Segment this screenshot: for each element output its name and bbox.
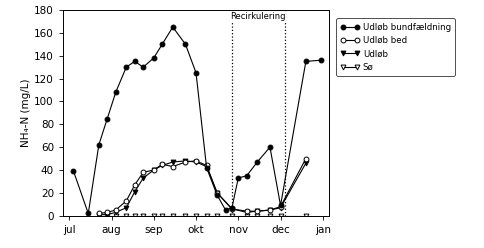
Sø: [214, 214, 220, 217]
Udløb: [182, 159, 188, 162]
Udløb bundfældning: [159, 43, 165, 46]
Udløb bundfældning: [267, 146, 273, 149]
Udløb bundfældning: [170, 26, 176, 29]
Udløb bundfældning: [303, 60, 309, 63]
Udløb: [151, 169, 157, 172]
Udløb bundfældning: [132, 60, 137, 63]
Udløb bed: [267, 209, 273, 212]
Sø: [204, 214, 210, 217]
Sø: [244, 214, 250, 217]
Udløb bed: [278, 205, 284, 208]
Udløb: [123, 206, 129, 209]
Udløb bed: [214, 191, 220, 194]
Udløb: [204, 165, 210, 168]
Udløb bed: [182, 160, 188, 163]
Udløb bundfældning: [193, 71, 199, 74]
Udløb: [105, 213, 110, 216]
Udløb bed: [105, 211, 110, 214]
Udløb bundfældning: [235, 177, 241, 180]
Udløb bundfældning: [244, 174, 250, 177]
Sø: [255, 214, 260, 217]
Sø: [96, 214, 102, 217]
Udløb bundfældning: [204, 166, 210, 169]
Udløb: [170, 160, 176, 163]
Udløb bundfældning: [278, 204, 284, 207]
Sø: [151, 214, 157, 217]
Udløb: [193, 160, 199, 163]
Sø: [123, 214, 129, 217]
Udløb bundfældning: [151, 57, 157, 60]
Udløb: [96, 213, 102, 216]
Udløb bundfældning: [85, 212, 91, 215]
Udløb bundfældning: [105, 117, 110, 120]
Udløb bed: [113, 209, 119, 212]
Udløb bundfældning: [214, 194, 220, 197]
Udløb bed: [140, 171, 146, 174]
Udløb bundfældning: [229, 206, 235, 209]
Line: Udløb bundfældning: Udløb bundfældning: [71, 25, 323, 216]
Sø: [303, 214, 309, 217]
Udløb bundfældning: [140, 66, 146, 69]
Udløb bed: [96, 212, 102, 215]
Udløb bed: [170, 165, 176, 168]
Sø: [132, 214, 137, 217]
Sø: [229, 214, 235, 217]
Udløb bed: [151, 169, 157, 172]
Udløb bundfældning: [223, 209, 228, 212]
Sø: [159, 214, 165, 217]
Sø: [105, 214, 110, 217]
Udløb bed: [255, 210, 260, 213]
Udløb bed: [204, 164, 210, 167]
Sø: [113, 214, 119, 217]
Udløb bundfældning: [318, 59, 324, 62]
Udløb bundfældning: [113, 91, 119, 94]
Udløb bed: [132, 184, 137, 186]
Udløb: [229, 207, 235, 210]
Udløb bed: [303, 157, 309, 160]
Text: Recirkulering: Recirkulering: [230, 12, 286, 21]
Udløb: [244, 211, 250, 214]
Line: Udløb: Udløb: [96, 158, 308, 217]
Sø: [193, 214, 199, 217]
Sø: [170, 214, 176, 217]
Sø: [267, 214, 273, 217]
Udløb: [140, 177, 146, 180]
Udløb: [113, 211, 119, 214]
Udløb: [278, 206, 284, 209]
Sø: [182, 214, 188, 217]
Udløb: [255, 210, 260, 213]
Udløb bed: [159, 163, 165, 166]
Udløb bed: [123, 199, 129, 202]
Udløb bundfældning: [182, 43, 188, 46]
Line: Udløb bed: Udløb bed: [96, 156, 308, 216]
Udløb bed: [229, 207, 235, 210]
Udløb: [214, 191, 220, 194]
Udløb bundfældning: [123, 66, 129, 69]
Line: Sø: Sø: [96, 213, 308, 218]
Udløb bundfældning: [96, 143, 102, 146]
Legend: Udløb bundfældning, Udløb bed, Udløb, Sø: Udløb bundfældning, Udløb bed, Udløb, Sø: [336, 18, 455, 76]
Sø: [140, 214, 146, 217]
Udløb: [132, 190, 137, 193]
Udløb bed: [193, 159, 199, 162]
Udløb bundfældning: [255, 160, 260, 163]
Udløb bundfældning: [71, 170, 76, 173]
Udløb: [159, 164, 165, 167]
Y-axis label: NH₄-N (mg/L): NH₄-N (mg/L): [21, 79, 31, 147]
Sø: [278, 214, 284, 217]
Udløb: [267, 209, 273, 212]
Udløb: [303, 162, 309, 165]
Udløb bed: [244, 210, 250, 213]
